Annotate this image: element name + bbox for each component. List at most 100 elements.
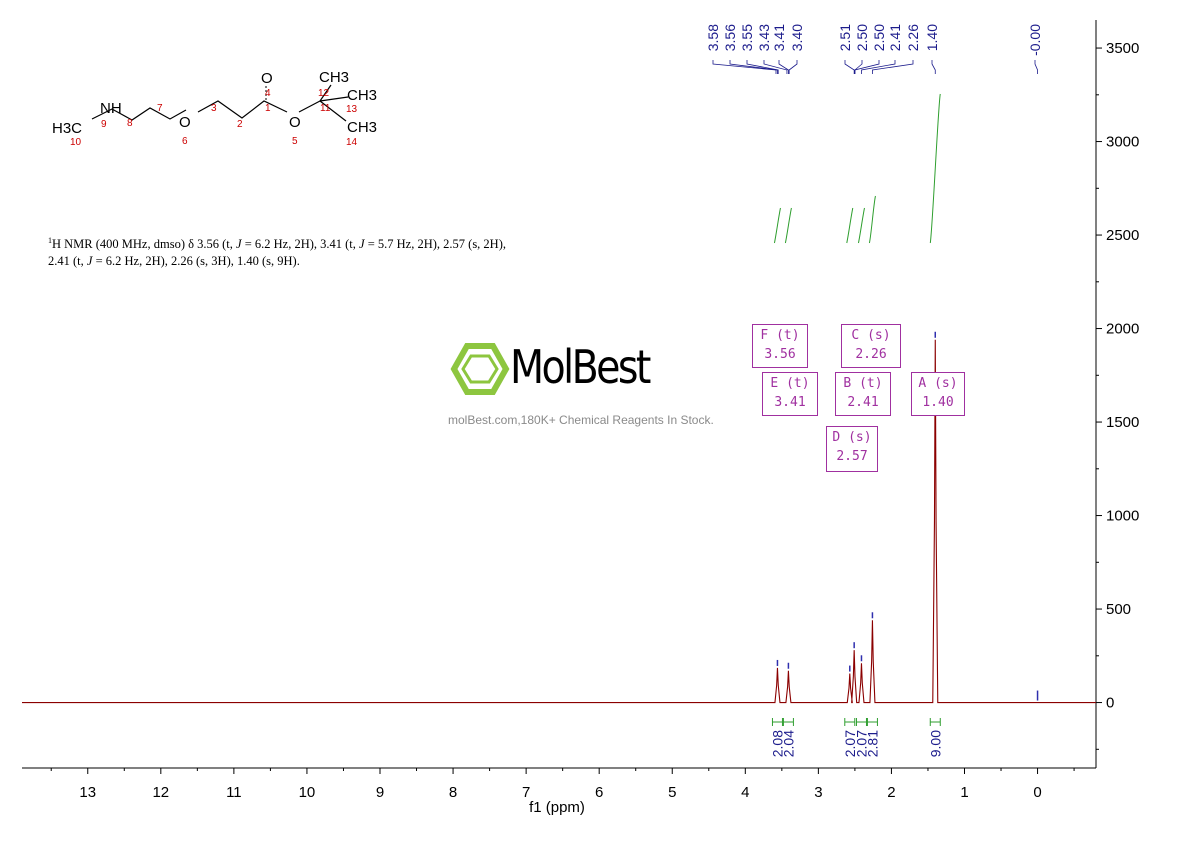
x-tick-label: 13 [79, 784, 96, 801]
atom-number: 3 [211, 103, 217, 114]
atom-number: 9 [101, 119, 107, 130]
peak-label-leader [861, 60, 896, 74]
atom-nh: NH [100, 100, 122, 117]
x-tick-label: 10 [299, 784, 316, 801]
y-axis-ticks: 0 500 1000 1500 2000 2500 3000 3500 [1096, 40, 1139, 750]
x-tick-label: 6 [595, 784, 603, 801]
x-tick-label: 4 [741, 784, 749, 801]
chemical-structure: H3C NH O O O CH3 CH3 CH3 10 9 8 7 3 2 1 … [52, 69, 377, 148]
peak-label-leader [854, 60, 863, 74]
atom-ch3-13: CH3 [347, 87, 377, 104]
atom-number: 5 [292, 136, 298, 147]
watermark-brand: MolBest [510, 340, 651, 394]
peak-label-leader [788, 60, 798, 74]
multiplet-box-b: B (t) 2.41 [835, 372, 891, 416]
integral-values: 2.082.04 2.072.072.81 9.00 [769, 730, 943, 757]
multiplet-box-e: E (t) 3.41 [762, 372, 818, 416]
x-tick-label: 11 [226, 784, 242, 801]
atom-number: 6 [182, 136, 188, 147]
peak-label: 2.50 [854, 24, 870, 51]
peak-label: 3.56 [722, 24, 738, 51]
atom-number: 14 [346, 137, 358, 148]
peak-label-leader [763, 60, 788, 74]
x-tick-label: 12 [152, 784, 169, 801]
peak-label-leader [854, 60, 880, 74]
y-tick-label: 500 [1106, 601, 1131, 618]
integral-value: 2.08 [769, 730, 785, 757]
peak-top-marks [776, 331, 1039, 701]
peak-label: 3.58 [705, 24, 721, 51]
atom-number: 13 [346, 104, 358, 115]
atom-ch3-14: CH3 [347, 119, 377, 136]
x-tick-label: 8 [449, 784, 457, 801]
peak-label: 2.26 [905, 24, 921, 51]
peak-label: -0.00 [1027, 24, 1043, 56]
peak-label-leader [778, 60, 789, 74]
peak-label: 2.41 [887, 24, 903, 51]
integral-value: 2.04 [780, 730, 796, 757]
atom-number: 7 [157, 103, 163, 114]
x-tick-label: 2 [887, 784, 895, 801]
watermark-tagline: molBest.com,180K+ Chemical Reagents In S… [448, 413, 714, 427]
multiplet-box-d: D (s) 2.57 [826, 426, 878, 472]
integral-value: 2.07 [842, 730, 858, 757]
integral-curve [784, 207, 792, 244]
x-tick-label: 1 [960, 784, 968, 801]
x-tick-label: 0 [1033, 784, 1041, 801]
y-tick-label: 1000 [1106, 508, 1139, 525]
molbest-logo-icon [450, 343, 510, 395]
atom-number: 4 [265, 88, 271, 99]
atom-number: 2 [237, 119, 243, 130]
atom-number: 11 [320, 103, 331, 114]
multiplet-box-a: A (s) 1.40 [911, 372, 965, 416]
peak-label-leader [931, 60, 936, 74]
peak-label: 2.50 [871, 24, 887, 51]
integral-value: 2.81 [864, 730, 880, 757]
atom-number: 1 [265, 103, 271, 114]
peak-labels: 3.58 3.56 3.55 3.43 3.41 3.40 2.51 2.50 2.50 2.41… [705, 24, 1043, 74]
x-tick-label: 7 [522, 784, 530, 801]
peak-label: 3.55 [739, 24, 755, 51]
y-tick-label: 3000 [1106, 134, 1139, 151]
x-tick-label: 5 [668, 784, 676, 801]
peak-label: 3.43 [756, 24, 772, 51]
y-tick-label: 1500 [1106, 414, 1139, 431]
peak-label-leader [872, 60, 914, 74]
peak-label: 2.51 [837, 24, 853, 51]
atom-number: 10 [70, 137, 82, 148]
peak-label-leader [844, 60, 855, 74]
peak-label-leader [729, 60, 778, 74]
peak-label-leader [712, 60, 777, 74]
x-tick-label: 3 [814, 784, 822, 801]
atom-number: 12 [318, 88, 330, 99]
integral-brackets [771, 718, 941, 726]
y-tick-label: 0 [1106, 695, 1114, 712]
integral-curve [846, 207, 854, 244]
y-tick-label: 2500 [1106, 227, 1139, 244]
x-axis-label: f1 (ppm) [529, 799, 585, 816]
integral-curve [868, 195, 876, 244]
atom-ch3-12: CH3 [319, 69, 349, 86]
atom-o5: O [289, 114, 301, 131]
integral-curve [773, 207, 781, 244]
spectrum-trace [22, 339, 1096, 704]
peak-label: 1.40 [924, 24, 940, 51]
atom-number: 8 [127, 118, 133, 129]
integral-value: 2.07 [853, 730, 869, 757]
integral-curves [773, 93, 941, 244]
x-axis-ticks: 13 12 11 10 9 8 7 6 5 4 3 2 1 0 [50, 768, 1075, 801]
peak-label: 3.40 [789, 24, 805, 51]
peak-label: 3.41 [771, 24, 787, 51]
multiplet-box-f: F (t) 3.56 [752, 324, 808, 368]
multiplet-box-c: C (s) 2.26 [841, 324, 901, 368]
y-tick-label: 2000 [1106, 321, 1139, 338]
atom-o6: O [179, 114, 191, 131]
atom-h3c: H3C [52, 120, 82, 137]
integral-curve [857, 207, 865, 244]
nmr-description: 1H NMR (400 MHz, dmso) δ 3.56 (t, J = 6.… [48, 236, 506, 269]
atom-o4: O [261, 70, 273, 87]
y-tick-label: 3500 [1106, 40, 1139, 57]
peak-label-leader [746, 60, 779, 74]
integral-curve [929, 93, 941, 244]
